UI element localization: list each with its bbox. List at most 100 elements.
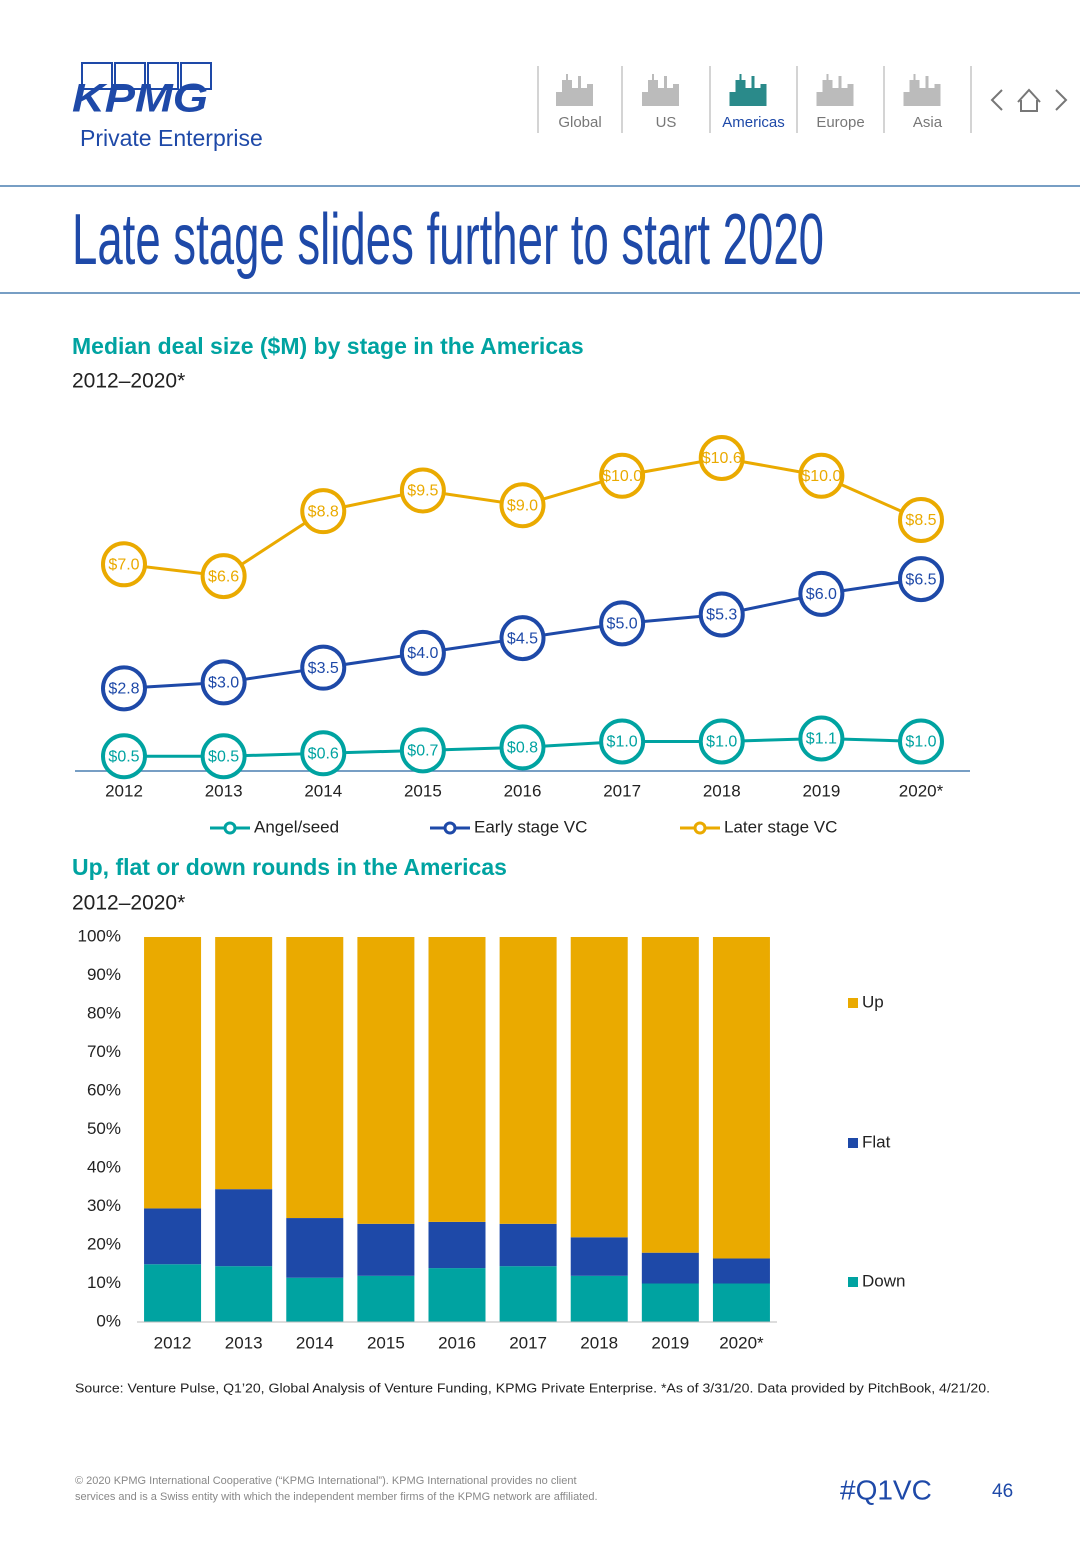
bar-segment [215, 937, 273, 1190]
legend-marker [223, 821, 237, 835]
point [798, 452, 845, 499]
chart-title: Median deal size ($M) by stage in the Am… [72, 333, 584, 359]
data-label: $1.0 [706, 734, 737, 751]
x-tick-label: 2013 [205, 781, 243, 800]
y-tick-label: 20% [87, 1234, 121, 1253]
point [698, 435, 745, 481]
point [399, 727, 446, 774]
prev-button[interactable] [990, 89, 1003, 111]
nav-item[interactable]: US [656, 114, 677, 131]
y-tick-label: 80% [87, 1003, 121, 1022]
point [798, 715, 845, 762]
data-label: $10.6 [702, 450, 742, 467]
x-tick-label: 2017 [603, 781, 641, 800]
legend-label: Up [862, 992, 884, 1011]
bar-segment [499, 1223, 557, 1267]
nav-icon [729, 74, 767, 106]
y-tick-label: 100% [78, 926, 121, 945]
legend-marker [443, 821, 457, 835]
x-tick-label: 2020* [899, 781, 944, 800]
data-label: $9.5 [407, 483, 438, 500]
y-tick-label: 0% [96, 1311, 121, 1330]
data-label: $5.3 [706, 607, 737, 624]
logo-subtitle: Private Enterprise [80, 125, 263, 151]
point [200, 553, 247, 600]
point [698, 591, 745, 638]
nav-icon [556, 74, 593, 106]
point [300, 488, 347, 535]
x-tick-label: 2014 [296, 1333, 334, 1352]
bar-segment [144, 1208, 202, 1265]
bar-segment [499, 937, 557, 1224]
point [101, 541, 147, 588]
bar-segment [357, 937, 415, 1224]
nav-item[interactable]: Global [558, 114, 601, 131]
line-chart: 2012 2013 2014 2015 2016 2017 2018 2019 2020* $0.… [75, 435, 970, 836]
bar-segment [215, 1266, 273, 1322]
data-label: $0.8 [507, 740, 538, 757]
copyright: © 2020 KPMG International Cooperative (“… [75, 1475, 577, 1487]
legend-label: Later stage VC [724, 817, 837, 836]
bar-segment [428, 1268, 486, 1322]
data-label: $9.0 [507, 497, 538, 514]
nav-item[interactable]: Europe [816, 114, 864, 131]
data-label: $1.0 [607, 734, 638, 751]
legend-label: Down [862, 1271, 905, 1290]
bar-segment [357, 1223, 415, 1276]
data-label: $6.0 [806, 586, 837, 603]
point [399, 629, 446, 676]
legend-marker [693, 821, 707, 835]
point [599, 600, 646, 647]
y-tick-label: 40% [87, 1157, 121, 1176]
bar-chart: 0% 10% 20% 30% 40% 50% 60% 70% 80% 90% 100% 2012 201… [78, 926, 906, 1352]
point [599, 452, 646, 499]
bar-segment [286, 1277, 344, 1322]
bar-segment [499, 1266, 557, 1322]
point [101, 733, 147, 780]
data-label: $0.7 [407, 743, 438, 760]
bar-segment [641, 1283, 699, 1322]
nav-item[interactable]: Americas [722, 114, 785, 131]
nav-icon [903, 74, 941, 106]
bar-segment [357, 1275, 415, 1322]
data-label: $1.0 [905, 734, 936, 751]
data-label: $3.5 [308, 660, 339, 677]
x-tick-label: 2015 [367, 1333, 405, 1352]
source: Source: Venture Pulse, Q1’20, Global Ana… [75, 1380, 990, 1395]
point [300, 644, 347, 691]
nav-item[interactable]: Asia [913, 114, 943, 131]
point [798, 570, 845, 617]
data-label: $0.6 [308, 746, 339, 763]
bar-segment [712, 937, 770, 1259]
point [898, 497, 944, 544]
legend-label: Early stage VC [474, 817, 587, 836]
bar-segment [286, 1218, 344, 1278]
home-button[interactable] [1017, 88, 1041, 112]
legend-swatch [848, 1277, 858, 1287]
nav-icon [816, 74, 854, 106]
nav-icon [642, 74, 679, 106]
bar-segment [641, 937, 699, 1253]
point [698, 718, 745, 765]
x-tick-label: 2020* [719, 1333, 764, 1352]
next-button[interactable] [1055, 89, 1068, 111]
point [898, 556, 944, 603]
legend-label: Flat [862, 1132, 891, 1151]
point [499, 724, 546, 771]
logo-text: KPMG [72, 77, 208, 121]
data-label: $10.0 [602, 468, 642, 485]
data-label: $0.5 [108, 748, 139, 765]
x-tick-label: 2018 [703, 781, 741, 800]
point [898, 718, 944, 765]
x-tick-label: 2017 [509, 1333, 547, 1352]
data-label: $1.1 [806, 731, 837, 748]
nav-arrows [990, 88, 1068, 112]
point [599, 718, 646, 765]
y-tick-label: 30% [87, 1196, 121, 1215]
point [499, 615, 546, 662]
bar-segment [286, 937, 344, 1219]
bar-segment [570, 1275, 628, 1322]
y-tick-label: 50% [87, 1119, 121, 1138]
bar-segment [712, 1258, 770, 1284]
